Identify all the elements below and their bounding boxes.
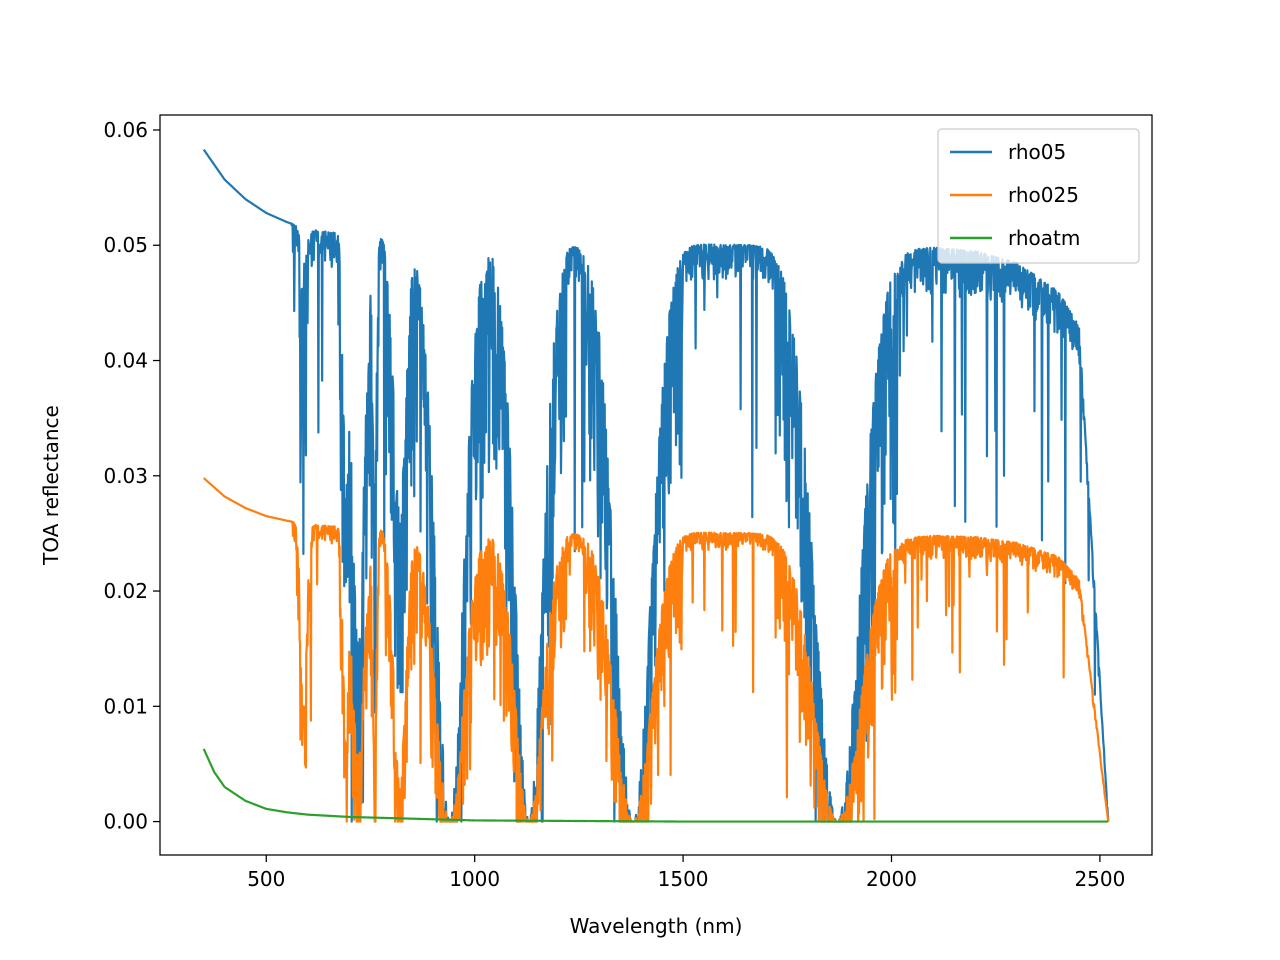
y-tick-label: 0.05: [103, 233, 148, 257]
legend: rho05 rho025 rhoatm: [937, 128, 1140, 264]
x-axis-label: Wavelength (nm): [570, 914, 743, 938]
x-tick-label: 1500: [658, 867, 709, 891]
y-tick-label: 0.00: [103, 810, 148, 834]
x-tick-label: 1000: [449, 867, 500, 891]
x-tick-label: 2500: [1074, 867, 1125, 891]
series-line-rho025: [203, 477, 1110, 823]
legend-label: rhoatm: [1008, 226, 1080, 250]
y-tick-label: 0.06: [103, 118, 148, 142]
legend-label: rho025: [1008, 183, 1079, 207]
legend-label: rho05: [1008, 140, 1066, 164]
series-line-rhoatm: [202, 748, 1109, 823]
y-axis: 0.00 0.01 0.02 0.03 0.04 0.05 0.06: [103, 118, 160, 834]
axes-frame: [159, 114, 1153, 856]
y-axis-label: TOA reflectance: [39, 405, 63, 566]
series-line-rho05: [202, 148, 1110, 823]
x-tick-label: 500: [247, 867, 285, 891]
y-tick-label: 0.02: [103, 579, 148, 603]
series-layer: [202, 148, 1110, 823]
y-tick-label: 0.01: [103, 694, 148, 718]
y-tick-label: 0.04: [103, 349, 148, 373]
y-tick-label: 0.03: [103, 464, 148, 488]
x-tick-label: 2000: [866, 867, 917, 891]
x-axis: 500 1000 1500 2000 2500: [247, 855, 1125, 891]
legend-box: [937, 128, 1140, 264]
